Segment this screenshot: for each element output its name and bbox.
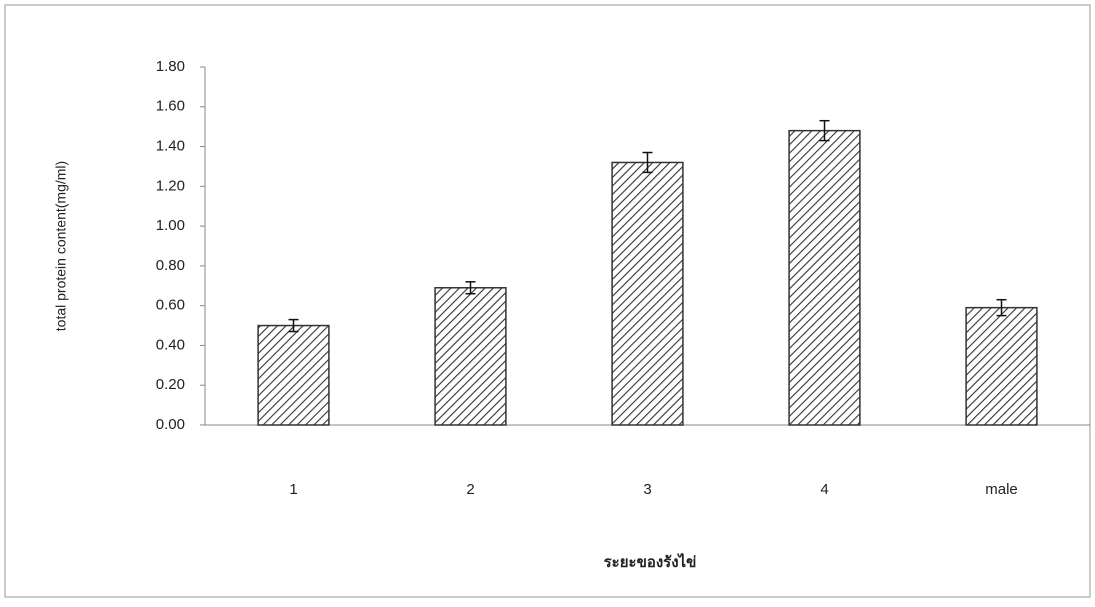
x-tick-label: male	[985, 481, 1018, 498]
bar	[612, 162, 683, 425]
x-tick-label: 4	[820, 481, 828, 498]
y-tick-label: 1.80	[156, 58, 185, 75]
bar	[258, 326, 329, 425]
bar	[966, 308, 1037, 425]
y-tick-label: 0.60	[156, 297, 185, 314]
bar	[789, 131, 860, 425]
x-tick-label: 3	[643, 481, 651, 498]
y-tick-label: 1.00	[156, 217, 185, 234]
bar	[435, 288, 506, 425]
y-axis-title: total protein content(mg/ml)	[53, 161, 69, 331]
y-tick-label: 0.80	[156, 257, 185, 274]
y-tick-label: 0.00	[156, 416, 185, 433]
chart: ระยะของรังไข่ total protein content(mg/m…	[0, 0, 1095, 602]
y-tick-label: 0.20	[156, 376, 185, 393]
y-tick-label: 1.60	[156, 98, 185, 115]
x-tick-label: 1	[289, 481, 297, 498]
y-tick-label: 0.40	[156, 336, 185, 353]
y-tick-label: 1.20	[156, 177, 185, 194]
x-axis-title: ระยะของรังไข่	[604, 552, 697, 571]
x-tick-label: 2	[466, 481, 474, 498]
y-tick-label: 1.40	[156, 138, 185, 155]
